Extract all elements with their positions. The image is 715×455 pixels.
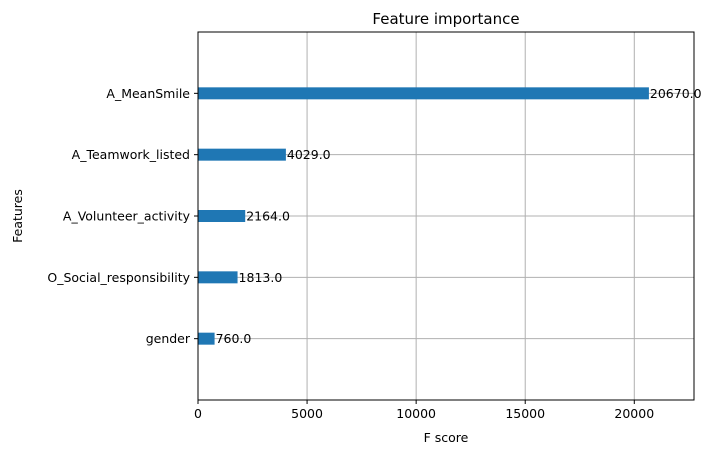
bar-o-social-responsibility bbox=[198, 271, 238, 284]
y-axis-ticks: A_MeanSmile A_Teamwork_listed A_Volunteer_… bbox=[47, 86, 198, 346]
y-tick-label: A_Teamwork_listed bbox=[72, 147, 190, 162]
y-tick-label: O_Social_responsibility bbox=[47, 270, 190, 285]
bar-a-volunteer-activity bbox=[198, 210, 246, 222]
x-tick-label: 20000 bbox=[614, 406, 654, 421]
x-axis-ticks: 0 5000 10000 15000 20000 bbox=[194, 400, 654, 421]
x-tick-label: 15000 bbox=[505, 406, 545, 421]
bar-a-meansmile bbox=[198, 87, 649, 100]
x-axis-label: F score bbox=[424, 430, 469, 445]
y-tick-label: gender bbox=[146, 331, 191, 346]
bar-value-label: 4029.0 bbox=[287, 147, 331, 162]
bars bbox=[198, 87, 649, 345]
x-tick-label: 10000 bbox=[396, 406, 436, 421]
x-tick-label: 0 bbox=[194, 406, 202, 421]
y-axis-label: Features bbox=[10, 189, 25, 243]
bar-value-label: 760.0 bbox=[216, 331, 252, 346]
y-tick-label: A_Volunteer_activity bbox=[63, 209, 191, 224]
bar-a-teamwork-listed bbox=[198, 148, 286, 161]
x-tick-label: 5000 bbox=[291, 406, 323, 421]
bar-value-label: 2164.0 bbox=[246, 209, 290, 224]
y-tick-label: A_MeanSmile bbox=[106, 86, 190, 101]
chart-title: Feature importance bbox=[372, 10, 519, 28]
bar-value-label: 1813.0 bbox=[239, 270, 283, 285]
bar-gender bbox=[198, 332, 215, 345]
value-labels: 20670.0 4029.0 2164.0 1813.0 760.0 bbox=[216, 86, 702, 346]
bar-value-label: 20670.0 bbox=[650, 86, 702, 101]
